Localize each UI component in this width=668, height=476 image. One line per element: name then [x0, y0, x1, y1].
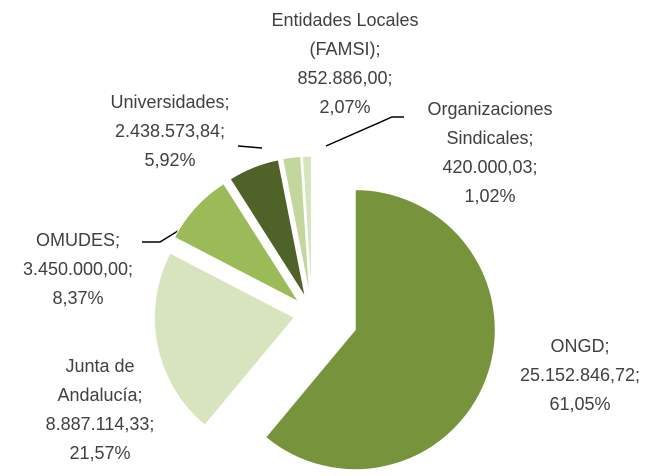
pie-slice — [153, 252, 296, 426]
category-label: Junta de Andalucía; — [57, 356, 143, 405]
pie-slice — [282, 155, 311, 297]
percentage-label: 5,92% — [144, 150, 196, 170]
category-label: Universidades; — [110, 92, 230, 112]
value-label: 2.438.573,84; — [114, 121, 226, 141]
percentage-label: 61,05% — [549, 394, 611, 414]
percentage-label: 1,02% — [464, 186, 516, 206]
percentage-label: 2,07% — [319, 97, 371, 117]
leader-line — [237, 145, 263, 149]
percentage-label: 21,57% — [69, 443, 131, 463]
leader-line — [325, 116, 404, 147]
value-label: 8.887.114,33; — [45, 414, 155, 434]
data-label: OMUDES; 3.450.000,00; 8,37% — [0, 226, 158, 313]
data-label: Junta de Andalucía; 8.887.114,33; 21,57% — [35, 352, 165, 468]
data-label: Organizaciones Sindicales; 420.000,03; 1,0… — [405, 95, 575, 211]
pie-slice — [264, 189, 496, 471]
value-label: 25.152.846,72; — [519, 365, 641, 385]
data-label: ONGD; 25.152.846,72; 61,05% — [490, 332, 668, 419]
category-label: ONGD; — [550, 336, 610, 356]
data-label: Universidades; 2.438.573,84; 5,92% — [85, 88, 255, 175]
category-label: Organizaciones Sindicales; — [427, 99, 553, 148]
value-label: 420.000,03; — [442, 157, 538, 177]
value-label: 3.450.000,00; — [22, 259, 134, 279]
value-label: 852.886,00; — [297, 68, 393, 88]
pie-slice — [301, 155, 312, 297]
percentage-label: 8,37% — [52, 288, 104, 308]
pie-slice — [173, 182, 301, 304]
category-label: Entidades Locales (FAMSI); — [271, 10, 419, 59]
pie-slice — [229, 159, 306, 298]
data-label: Entidades Locales (FAMSI); 852.886,00; 2,0… — [245, 6, 445, 122]
category-label: OMUDES; — [35, 230, 120, 250]
